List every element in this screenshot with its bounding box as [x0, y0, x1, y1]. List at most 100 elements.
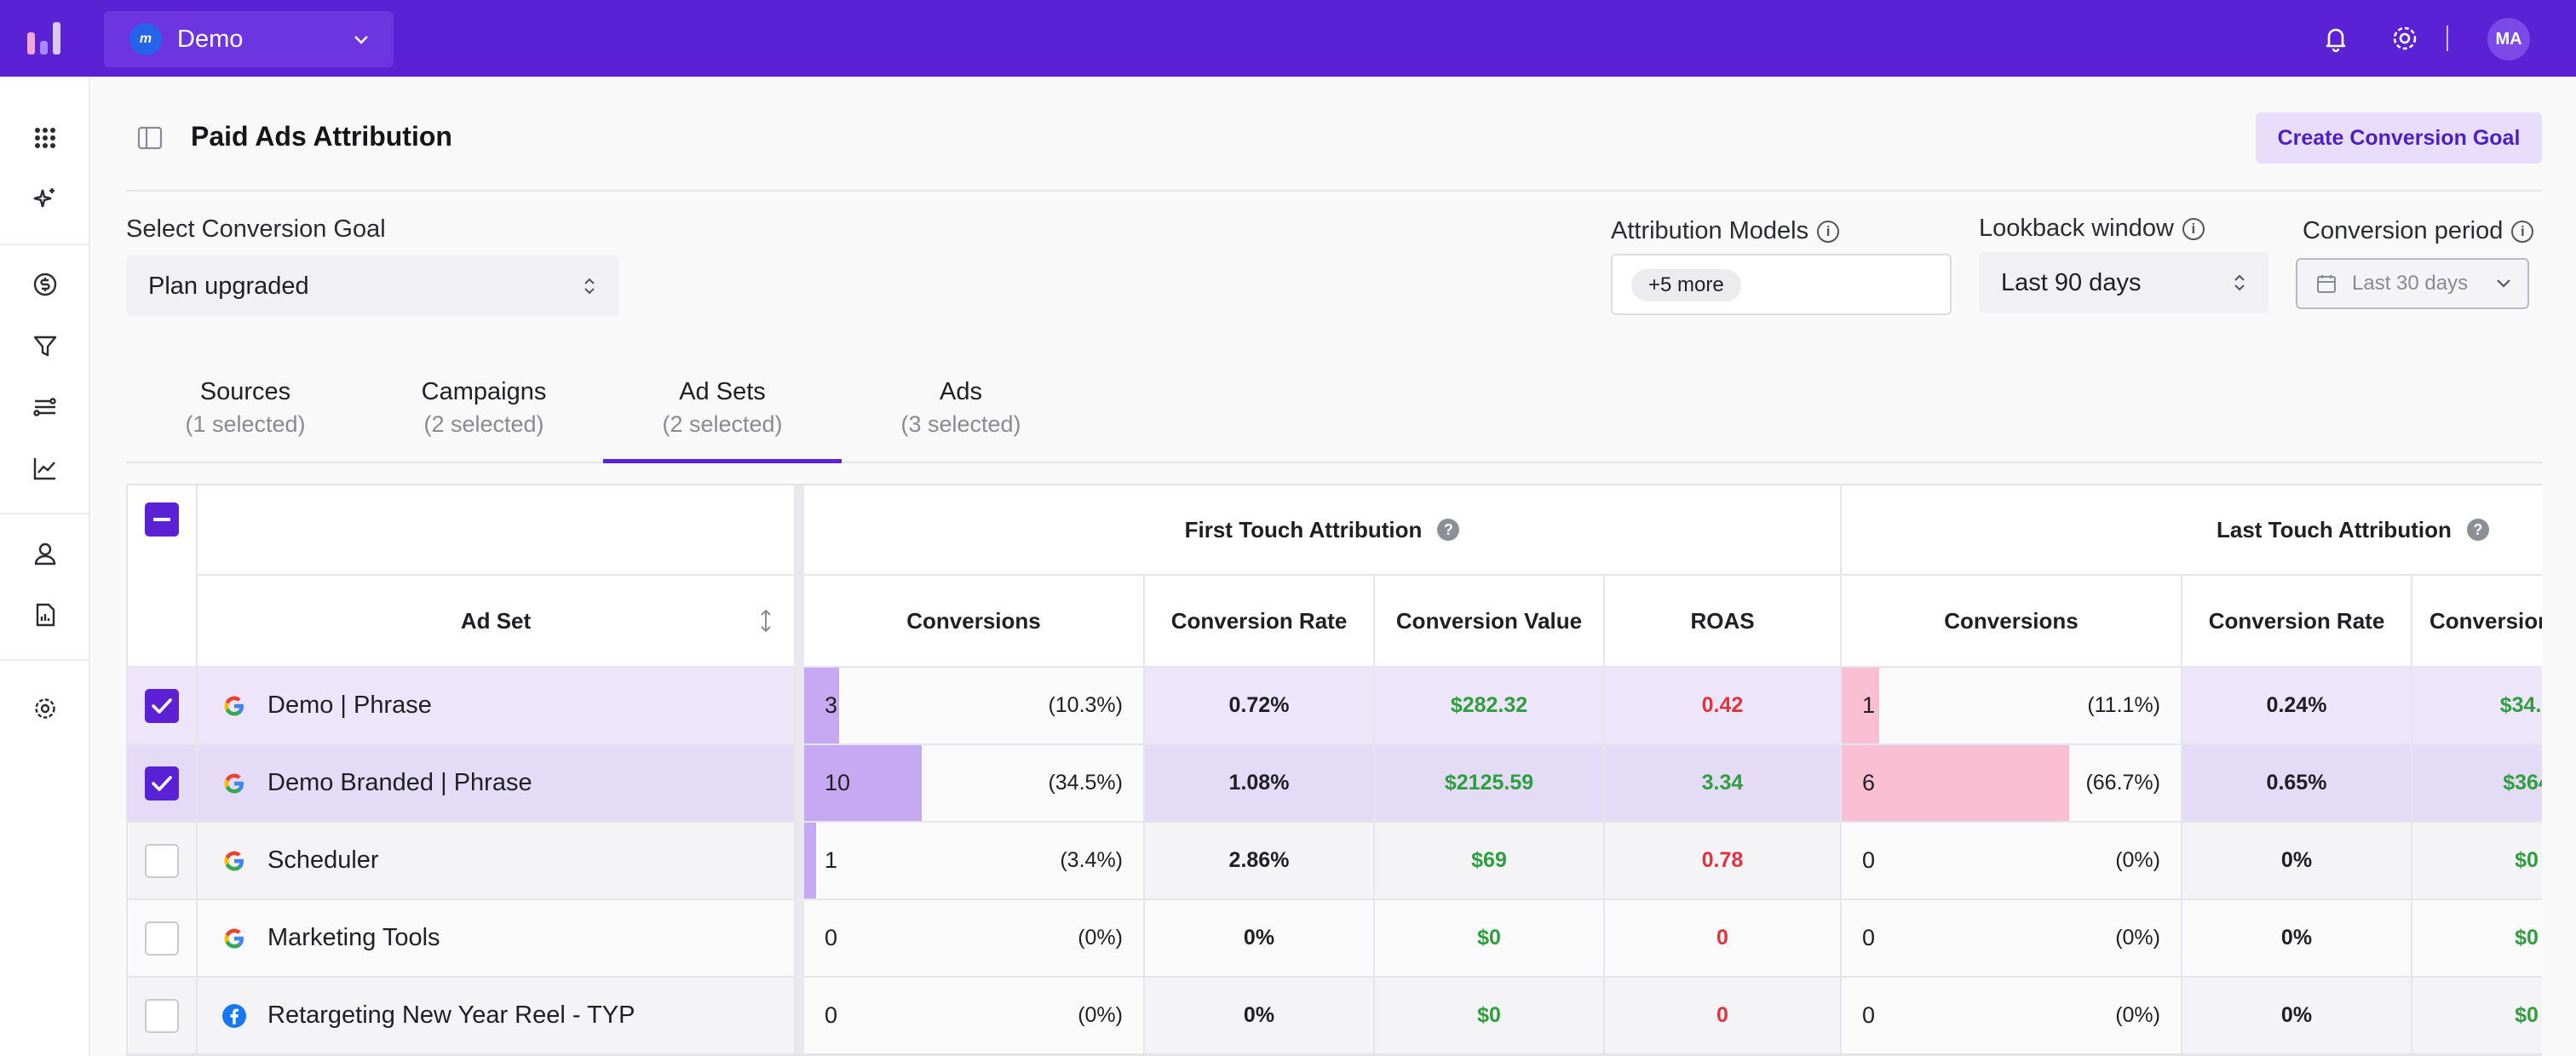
- lt-conversion-share-bar: [1842, 745, 2069, 821]
- user-avatar[interactable]: MA: [2487, 18, 2530, 60]
- row-select-cell: [128, 900, 198, 978]
- column-resize-handle[interactable]: [796, 485, 804, 1054]
- sort-icon[interactable]: [758, 608, 773, 634]
- filter-icon[interactable]: [28, 329, 62, 363]
- ft-roas-header[interactable]: ROAS: [1605, 576, 1842, 668]
- tab-count: (2 selected): [423, 411, 544, 437]
- sidebar-divider: [0, 513, 90, 514]
- gear-icon[interactable]: [2388, 21, 2422, 55]
- lt-conversions-cell: 0 (0%): [1842, 823, 2182, 900]
- lt-conversion-rate-cell: 0%: [2182, 900, 2412, 978]
- ft-conversions-percent: (10.3%): [1048, 693, 1123, 717]
- settings-icon[interactable]: [28, 692, 62, 726]
- google-icon: [221, 926, 247, 951]
- header-divider: [126, 190, 2542, 192]
- ad-set-column-header[interactable]: Ad Set: [198, 576, 796, 668]
- lt-conversions-cell: 0 (0%): [1842, 900, 2182, 978]
- ad-set-name-cell[interactable]: Demo Branded | Phrase: [198, 745, 796, 823]
- tab-count: (2 selected): [662, 411, 783, 437]
- ad-set-name-cell[interactable]: Marketing Tools: [198, 900, 796, 978]
- lt-conversion-rate-header[interactable]: Conversion Rate: [2182, 576, 2412, 668]
- ft-roas-cell: 0: [1605, 900, 1842, 978]
- tab-count: (3 selected): [900, 411, 1021, 437]
- lt-conversion-share-bar: [1842, 668, 1879, 743]
- conversion-goal-value: Plan upgraded: [148, 272, 309, 300]
- ft-conversion-share-bar: [804, 668, 839, 743]
- ft-conversion-rate-cell: 2.86%: [1145, 823, 1375, 900]
- info-icon[interactable]: i: [2182, 218, 2205, 241]
- ft-roas-cell: 0.78: [1605, 823, 1842, 900]
- tab-ads[interactable]: Ads (3 selected): [842, 378, 1080, 438]
- user-icon[interactable]: [28, 537, 62, 571]
- tab-sources[interactable]: Sources (1 selected): [126, 378, 365, 438]
- workspace-select[interactable]: m Demo: [104, 11, 394, 67]
- ft-conversions-cell: 0 (0%): [804, 900, 1145, 978]
- ad-set-name-cell[interactable]: Demo | Phrase: [198, 668, 796, 745]
- row-checkbox[interactable]: [145, 999, 179, 1033]
- lt-conversion-rate-cell: 0.65%: [2182, 745, 2412, 823]
- help-icon[interactable]: ?: [2466, 519, 2489, 541]
- sparkles-icon[interactable]: [28, 182, 62, 216]
- info-icon[interactable]: i: [1817, 221, 1840, 244]
- report-icon[interactable]: [28, 598, 62, 632]
- ft-conversions-percent: (0%): [1078, 1003, 1123, 1027]
- ft-conversions-header[interactable]: Conversions: [804, 576, 1145, 668]
- info-icon[interactable]: i: [2511, 221, 2534, 244]
- facebook-icon: [221, 1003, 247, 1029]
- row-select-cell: [128, 978, 198, 1054]
- create-conversion-goal-button[interactable]: Create Conversion Goal: [2256, 112, 2542, 164]
- lt-conversion-value-cell: $0: [2412, 823, 2542, 900]
- row-select-cell: [128, 823, 198, 900]
- more-models-chip[interactable]: +5 more: [1631, 269, 1741, 301]
- row-checkbox[interactable]: [145, 921, 179, 956]
- lookback-window-select[interactable]: Last 90 days: [1979, 252, 2268, 313]
- lt-conversion-value-header[interactable]: Conversion Value: [2412, 576, 2542, 668]
- lt-conversions-header[interactable]: Conversions: [1842, 576, 2182, 668]
- app-logo-icon[interactable]: [26, 19, 65, 58]
- grid-icon[interactable]: [28, 121, 62, 155]
- lookback-window-value: Last 90 days: [2001, 268, 2142, 296]
- ad-set-name-cell[interactable]: Retargeting New Year Reel - TYP: [198, 978, 796, 1054]
- lt-conversions-percent: (66.7%): [2085, 771, 2160, 795]
- ft-conversions-cell: 1 (3.4%): [804, 823, 1145, 900]
- dollar-icon[interactable]: [28, 267, 62, 301]
- lt-conversion-rate-cell: 0.24%: [2182, 668, 2412, 745]
- conversion-period-select[interactable]: Last 30 days: [2296, 258, 2529, 309]
- route-icon[interactable]: [28, 390, 62, 424]
- last-touch-group-header: Last Touch Attribution?: [1842, 485, 2542, 576]
- row-checkbox[interactable]: [145, 844, 179, 878]
- conversion-period-value: Last 30 days: [2352, 272, 2469, 295]
- google-icon: [221, 848, 247, 874]
- select-all-checkbox[interactable]: [145, 502, 179, 537]
- attribution-models-label-text: Attribution Models: [1611, 217, 1809, 244]
- sidebar-toggle-icon[interactable]: [136, 124, 164, 152]
- conversion-goal-select[interactable]: Plan upgraded: [126, 255, 618, 317]
- bell-icon[interactable]: [2319, 21, 2353, 55]
- sidebar-divider: [0, 659, 90, 661]
- ft-conversions-cell: 10 (34.5%): [804, 745, 1145, 823]
- attribution-models-select[interactable]: +5 more: [1611, 254, 1952, 315]
- google-icon: [221, 771, 247, 796]
- row-checkbox[interactable]: [145, 766, 179, 801]
- ft-conversion-value-cell: $0: [1375, 978, 1605, 1054]
- lt-conversions-percent: (11.1%): [2087, 693, 2160, 717]
- chart-line-icon[interactable]: [28, 451, 62, 485]
- ad-set-name: Scheduler: [267, 847, 379, 874]
- ad-set-name: Marketing Tools: [267, 924, 440, 951]
- ft-conversions-cell: 3 (10.3%): [804, 668, 1145, 745]
- row-checkbox[interactable]: [145, 689, 179, 723]
- tab-ad-sets[interactable]: Ad Sets (2 selected): [603, 378, 842, 438]
- chevron-down-icon: [2497, 279, 2510, 288]
- help-icon[interactable]: ?: [1437, 519, 1460, 541]
- name-header-spacer: [198, 485, 796, 576]
- ft-conversions-value: 0: [825, 925, 838, 950]
- tab-campaigns[interactable]: Campaigns (2 selected): [365, 378, 603, 438]
- tab-count: (1 selected): [185, 411, 306, 437]
- ad-set-name-cell[interactable]: Scheduler: [198, 823, 796, 900]
- updown-chevron-icon: [2234, 274, 2245, 291]
- ft-conversion-rate-cell: 0%: [1145, 900, 1375, 978]
- tab-label: Ads: [940, 378, 982, 405]
- ft-conversion-rate-header[interactable]: Conversion Rate: [1145, 576, 1375, 668]
- ft-conversion-value-header[interactable]: Conversion Value: [1375, 576, 1605, 668]
- lt-conversion-value-cell: $34.8: [2412, 668, 2542, 745]
